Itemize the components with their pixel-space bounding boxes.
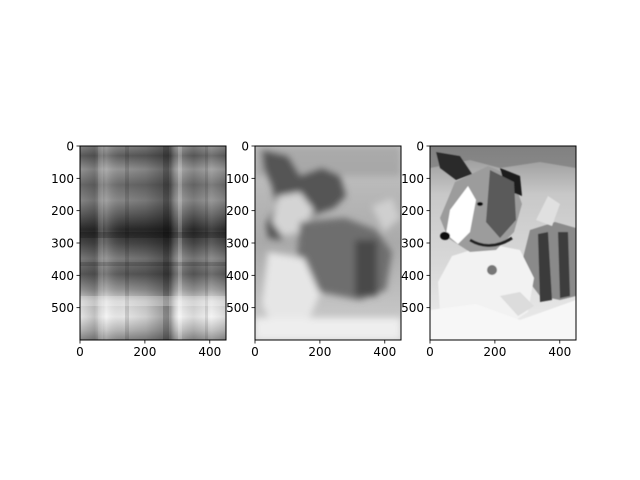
panel-2: 0 200 400 0 100 200 300 400 500 bbox=[226, 140, 402, 360]
panel-3-y-tick-label: 200 bbox=[401, 204, 424, 218]
panel-2-y-tick-label: 300 bbox=[226, 237, 249, 251]
panel-2-x-tick-label: 400 bbox=[373, 345, 396, 359]
panel-2-x-tick-label: 0 bbox=[251, 345, 259, 359]
panel-3-y-tick-label: 100 bbox=[401, 172, 424, 186]
panel-3-x-tick-label: 0 bbox=[426, 345, 434, 359]
panel-3-image bbox=[430, 146, 576, 340]
panel-1-x-tick-label: 0 bbox=[76, 345, 84, 359]
panel-2-y-tick-label: 400 bbox=[226, 269, 249, 283]
panel-1-y-tick-label: 500 bbox=[51, 301, 74, 315]
panel-2-image bbox=[255, 146, 401, 340]
panel-1-y-tick-label: 0 bbox=[66, 140, 74, 154]
panel-3-y-tick-label: 400 bbox=[401, 269, 424, 283]
panel-1: 0 200 400 0 100 200 300 400 500 bbox=[51, 140, 227, 360]
panel-2-axes: 0 200 400 0 100 200 300 400 500 bbox=[226, 140, 396, 360]
panel-3-axes: 0 200 400 0 100 200 300 400 500 bbox=[401, 140, 571, 360]
panel-2-y-tick-label: 200 bbox=[226, 204, 249, 218]
panel-1-y-tick-label: 300 bbox=[51, 237, 74, 251]
panel-1-y-tick-label: 400 bbox=[51, 269, 74, 283]
panel-2-y-tick-label: 500 bbox=[226, 301, 249, 315]
panel-2-y-tick-label: 0 bbox=[241, 140, 249, 154]
panel-3-x-tick-label: 200 bbox=[483, 345, 506, 359]
panel-3: 0 200 400 0 100 200 300 400 500 bbox=[401, 140, 577, 360]
panel-1-y-tick-label: 200 bbox=[51, 204, 74, 218]
panel-3-y-tick-label: 500 bbox=[401, 301, 424, 315]
panel-1-y-tick-label: 100 bbox=[51, 172, 74, 186]
panel-3-y-tick-label: 0 bbox=[416, 140, 424, 154]
panel-3-y-tick-label: 300 bbox=[401, 237, 424, 251]
panel-1-image bbox=[80, 146, 226, 340]
panel-3-x-tick-label: 400 bbox=[548, 345, 571, 359]
panel-2-x-tick-label: 200 bbox=[308, 345, 331, 359]
panel-1-axes: 0 200 400 0 100 200 300 400 500 bbox=[51, 140, 221, 360]
panel-1-x-tick-label: 400 bbox=[198, 345, 221, 359]
panel-1-x-tick-label: 200 bbox=[133, 345, 156, 359]
panel-2-y-tick-label: 100 bbox=[226, 172, 249, 186]
